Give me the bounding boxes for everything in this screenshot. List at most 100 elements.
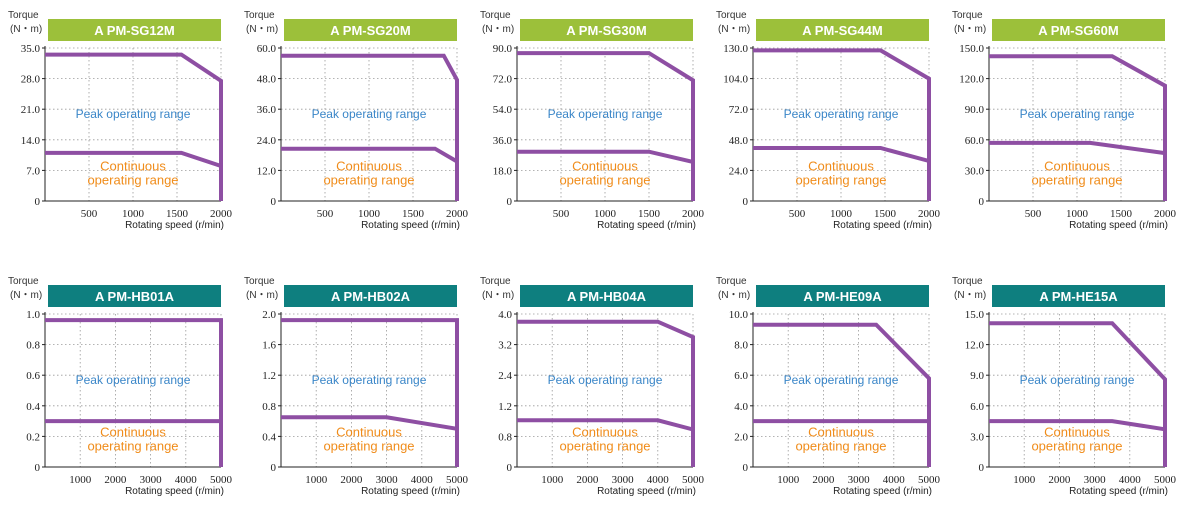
y-tick-label: 35.0 [21,43,41,55]
x-tick-label: 1000 [830,208,853,220]
x-tick-label: 5000 [210,474,233,486]
peak-torque-line [281,53,459,201]
chart-panel: Torque (N・m) A PM-SG30M 0 18.0 36.0 54.0 72.0 90… [472,0,708,247]
title-bar [992,285,1165,307]
peak-torque-line [517,51,695,201]
continuous-range-label: Continuous [1044,424,1110,439]
y-tick-label: 2.0 [734,431,748,443]
chart-svg: Torque (N・m) A PM-SG12M 0 7.0 14.0 21.0 28.0 35.… [8,10,233,231]
x-tick-label: 3000 [1084,474,1107,486]
x-tick-label: 1000 [1066,208,1089,220]
peak-torque-line [45,318,223,467]
peak-range-label: Peak operating range [312,107,427,121]
y-tick-label: 1.0 [26,309,40,321]
x-tick-label: 2000 [340,474,363,486]
continuous-range-label: Continuous [808,158,874,173]
y-axis-label: Torque [244,10,275,21]
continuous-torque-line [989,140,1166,156]
y-tick-label: 60.0 [257,43,277,55]
x-axis-label: Rotating speed (r/min) [833,486,932,497]
y-tick-label: 14.0 [21,135,41,147]
chart-svg: Torque (N・m) A PM-HB01A 0 0.2 0.4 0.6 0.8 1.0 100… [8,276,233,497]
y-axis-label: Torque [716,276,747,287]
continuous-range-label-2: operating range [87,172,178,187]
x-axis-label: Rotating speed (r/min) [597,220,696,231]
y-axis-unit: (N・m) [954,290,986,301]
y-tick-label: 72.0 [493,74,513,86]
y-axis-unit: (N・m) [10,24,42,35]
title-bar [48,285,221,307]
x-tick-label: 1000 [305,474,328,486]
x-axis-label: Rotating speed (r/min) [361,486,460,497]
y-tick-label: 0 [743,462,749,474]
y-tick-label: 90.0 [965,104,985,116]
y-tick-label: 7.0 [26,165,40,177]
chart-panel: Torque (N・m) A PM-HE15A 0 3.0 6.0 9.0 12.0 15.0 1… [944,266,1180,513]
y-tick-label: 10.0 [729,309,749,321]
chart-panel: Torque (N・m) A PM-HE09A 0 2.0 4.0 6.0 8.0 10.0 10… [708,266,944,513]
continuous-range-label: Continuous [336,424,402,439]
x-tick-label: 2000 [1048,474,1071,486]
peak-torque-line [45,52,223,201]
chart-title: A PM-HE09A [803,289,882,304]
x-tick-label: 4000 [647,474,670,486]
chart-svg: Torque (N・m) A PM-HB02A 0 0.4 0.8 1.2 1.6 2.0 100… [244,276,469,497]
x-tick-label: 4000 [883,474,906,486]
continuous-range-label: Continuous [100,158,166,173]
x-tick-label: 500 [1025,208,1042,220]
chart-panel: Torque (N・m) A PM-HB02A 0 0.4 0.8 1.2 1.6 2.0 100… [236,266,472,513]
x-tick-label: 1500 [1110,208,1133,220]
y-axis-unit: (N・m) [718,24,750,35]
peak-torque-line [989,54,1167,201]
y-axis-unit: (N・m) [482,290,514,301]
y-tick-label: 0 [271,462,277,474]
x-tick-label: 4000 [175,474,198,486]
x-tick-label: 2000 [210,208,233,220]
y-tick-label: 120.0 [959,74,984,86]
continuous-range-label-2: operating range [795,172,886,187]
y-axis-label: Torque [244,276,275,287]
y-tick-label: 36.0 [257,104,277,116]
chart-panel: Torque (N・m) A PM-SG12M 0 7.0 14.0 21.0 28.0 35.… [0,0,236,247]
y-tick-label: 24.0 [257,135,277,147]
chart-panel: Torque (N・m) A PM-HB01A 0 0.2 0.4 0.6 0.8 1.0 100… [0,266,236,513]
continuous-range-label: Continuous [572,158,638,173]
title-bar [284,19,457,41]
chart-title: A PM-SG60M [1038,23,1118,38]
y-tick-label: 0.2 [26,431,40,443]
y-tick-label: 0.8 [262,401,276,413]
x-tick-label: 1000 [358,208,381,220]
y-axis-unit: (N・m) [246,24,278,35]
peak-range-label: Peak operating range [784,107,899,121]
x-tick-label: 5000 [682,474,705,486]
x-tick-label: 1000 [1013,474,1035,486]
y-axis-label: Torque [952,10,983,21]
y-tick-label: 0 [507,196,513,208]
peak-range-label: Peak operating range [548,107,663,121]
y-tick-label: 3.2 [498,340,512,352]
chart-svg: Torque (N・m) A PM-SG44M 0 24.0 48.0 72.0 104.0 1… [716,10,941,231]
y-tick-label: 72.0 [729,104,749,116]
chart-title: A PM-SG12M [94,23,174,38]
y-tick-label: 18.0 [493,165,513,177]
x-tick-label: 5000 [1154,474,1177,486]
title-bar [756,285,929,307]
x-tick-label: 5000 [918,474,941,486]
y-tick-label: 104.0 [723,74,748,86]
x-tick-label: 2000 [918,208,941,220]
peak-torque-line [989,321,1167,467]
x-tick-label: 3000 [848,474,871,486]
x-tick-label: 2000 [104,474,127,486]
x-tick-label: 1500 [874,208,897,220]
chart-svg: Torque (N・m) A PM-SG60M 0 30.0 60.0 90.0 120.0 1… [952,10,1177,231]
y-tick-label: 60.0 [965,135,985,147]
continuous-range-label-2: operating range [795,438,886,453]
peak-range-label: Peak operating range [784,373,899,387]
chart-title: A PM-SG44M [802,23,882,38]
y-tick-label: 0 [743,196,749,208]
y-tick-label: 130.0 [723,43,748,55]
x-tick-label: 1000 [777,474,800,486]
peak-range-label: Peak operating range [312,373,427,387]
title-bar [520,19,693,41]
continuous-torque-line [281,415,458,431]
